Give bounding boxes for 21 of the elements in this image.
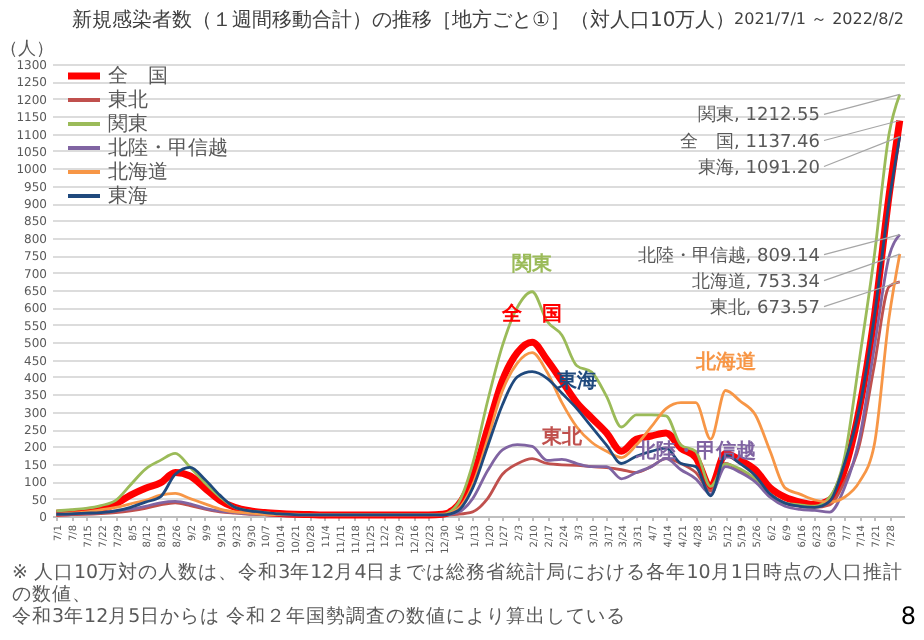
annotation: 東北, 673.57 — [709, 296, 820, 319]
annotation: 東北 — [539, 424, 584, 449]
legend-label: 東北 — [108, 88, 148, 112]
annotation: 全 国, 1137.46 — [680, 130, 821, 153]
text: 令和3年12月5日からは 令和２年国勢調査の数値により算出している — [12, 604, 627, 628]
text: ※ 人口10万対の人数は、令和3年12月4日までは総務省統計局における各年10月1日時点の人口推計の数値、 — [12, 560, 903, 606]
legend-label: 全 国 — [108, 64, 168, 88]
legend-label: 東海 — [108, 184, 148, 208]
annotation: 関東, 1212.55 — [698, 104, 820, 127]
annotation: 北陸・甲信越, 809.14 — [637, 244, 821, 267]
text: 8 — [900, 602, 916, 630]
chart-title: 新規感染者数（１週間移動合計）の推移［地方ごと①］（対人口10万人） — [72, 8, 736, 32]
annotation: 北海道 — [693, 350, 758, 375]
y-axis-title: （人） — [0, 38, 54, 60]
chart-subtitle: 2021/7/1 ～ 2022/8/2 — [734, 10, 904, 28]
legend-label: 北海道 — [108, 160, 168, 184]
annotation: 東海, 1091.20 — [698, 156, 821, 179]
annotation: 北海道, 753.34 — [691, 270, 821, 293]
legend-label: 北陸・甲信越 — [108, 136, 228, 160]
annotation: 関東 — [512, 251, 555, 276]
legend-label: 関東 — [108, 112, 148, 136]
